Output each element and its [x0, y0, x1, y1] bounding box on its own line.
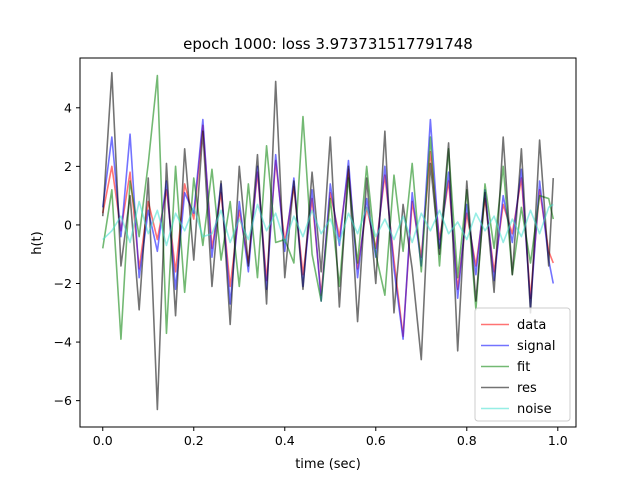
x-axis: 0.0 0.2 0.4 0.6 0.8 1.0 [93, 427, 568, 448]
y-tick-label: 0 [64, 217, 72, 232]
legend-label-signal: signal [517, 339, 555, 354]
x-tick-label: 0.0 [93, 433, 113, 448]
y-axis-label: h(t) [30, 231, 45, 254]
y-axis: −6 −4 −2 0 2 4 [54, 100, 80, 408]
legend-label-noise: noise [517, 402, 552, 417]
legend: data signal fit res noise [474, 307, 571, 422]
legend-label-fit: fit [517, 360, 530, 375]
x-tick-label: 0.4 [275, 433, 295, 448]
y-tick-label: −6 [54, 393, 72, 408]
plot-area [79, 57, 577, 428]
legend-label-res: res [517, 381, 537, 396]
x-tick-label: 0.6 [366, 433, 386, 448]
x-tick-label: 0.8 [457, 433, 477, 448]
legend-frame [474, 307, 571, 422]
plot-frame [79, 57, 577, 428]
x-tick-label: 1.0 [548, 433, 568, 448]
series-layer [101, 71, 555, 411]
legend-label-data: data [517, 318, 546, 333]
y-tick-label: 4 [64, 100, 72, 115]
y-tick-label: −4 [54, 335, 72, 350]
series-line-res [101, 71, 555, 411]
series-line-noise [102, 200, 554, 247]
chart-title: epoch 1000: loss 3.973731517791748 [183, 35, 473, 53]
x-axis-label: time (sec) [295, 457, 361, 472]
x-tick-label: 0.2 [184, 433, 204, 448]
y-tick-label: −2 [54, 276, 72, 291]
y-tick-label: 2 [64, 159, 72, 174]
